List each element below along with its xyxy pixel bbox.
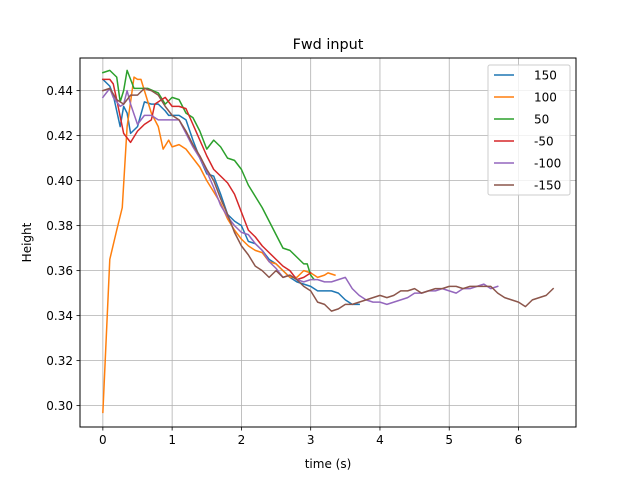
x-tick-label: 3 <box>307 433 315 447</box>
series-line-0 <box>101 78 360 306</box>
y-tick-label: 0.34 <box>46 309 73 323</box>
x-tick-label: 2 <box>238 433 246 447</box>
plot-frame <box>79 57 577 428</box>
series-group <box>101 69 555 414</box>
legend-label-1: 100 <box>534 91 557 105</box>
x-tick-label: 1 <box>168 433 176 447</box>
y-tick-label: 0.42 <box>46 129 73 143</box>
chart-title: Fwd input <box>293 37 364 53</box>
legend-box <box>487 64 571 196</box>
x-tick-label: 0 <box>99 433 107 447</box>
series-line-5 <box>101 87 555 312</box>
y-axis-label: Height <box>20 222 34 262</box>
series-line-3 <box>102 78 312 281</box>
y-tick-label: 0.30 <box>46 399 73 413</box>
grid <box>80 58 576 427</box>
y-tick-label: 0.32 <box>46 354 73 368</box>
y-tick-label: 0.44 <box>46 84 73 98</box>
x-tick-label: 6 <box>515 433 523 447</box>
y-axis: 0.30 0.32 0.34 0.36 0.38 0.40 0.42 0.44 <box>46 84 80 413</box>
legend-label-5: -150 <box>534 179 561 193</box>
legend-label-4: -100 <box>534 157 561 171</box>
y-tick-label: 0.38 <box>46 219 73 233</box>
y-tick-label: 0.40 <box>46 174 73 188</box>
x-tick-label: 4 <box>376 433 384 447</box>
x-axis-label: time (s) <box>305 457 352 471</box>
legend-label-0: 150 <box>534 69 557 83</box>
legend-label-3: -50 <box>534 135 554 149</box>
legend-label-2: 50 <box>534 113 549 127</box>
legend: 150 100 50 -50 -100 -150 <box>487 64 571 196</box>
series-line-2 <box>101 69 316 281</box>
x-tick-label: 5 <box>445 433 453 447</box>
y-tick-label: 0.36 <box>46 264 73 278</box>
x-axis: 0 1 2 3 4 5 6 <box>99 427 522 447</box>
